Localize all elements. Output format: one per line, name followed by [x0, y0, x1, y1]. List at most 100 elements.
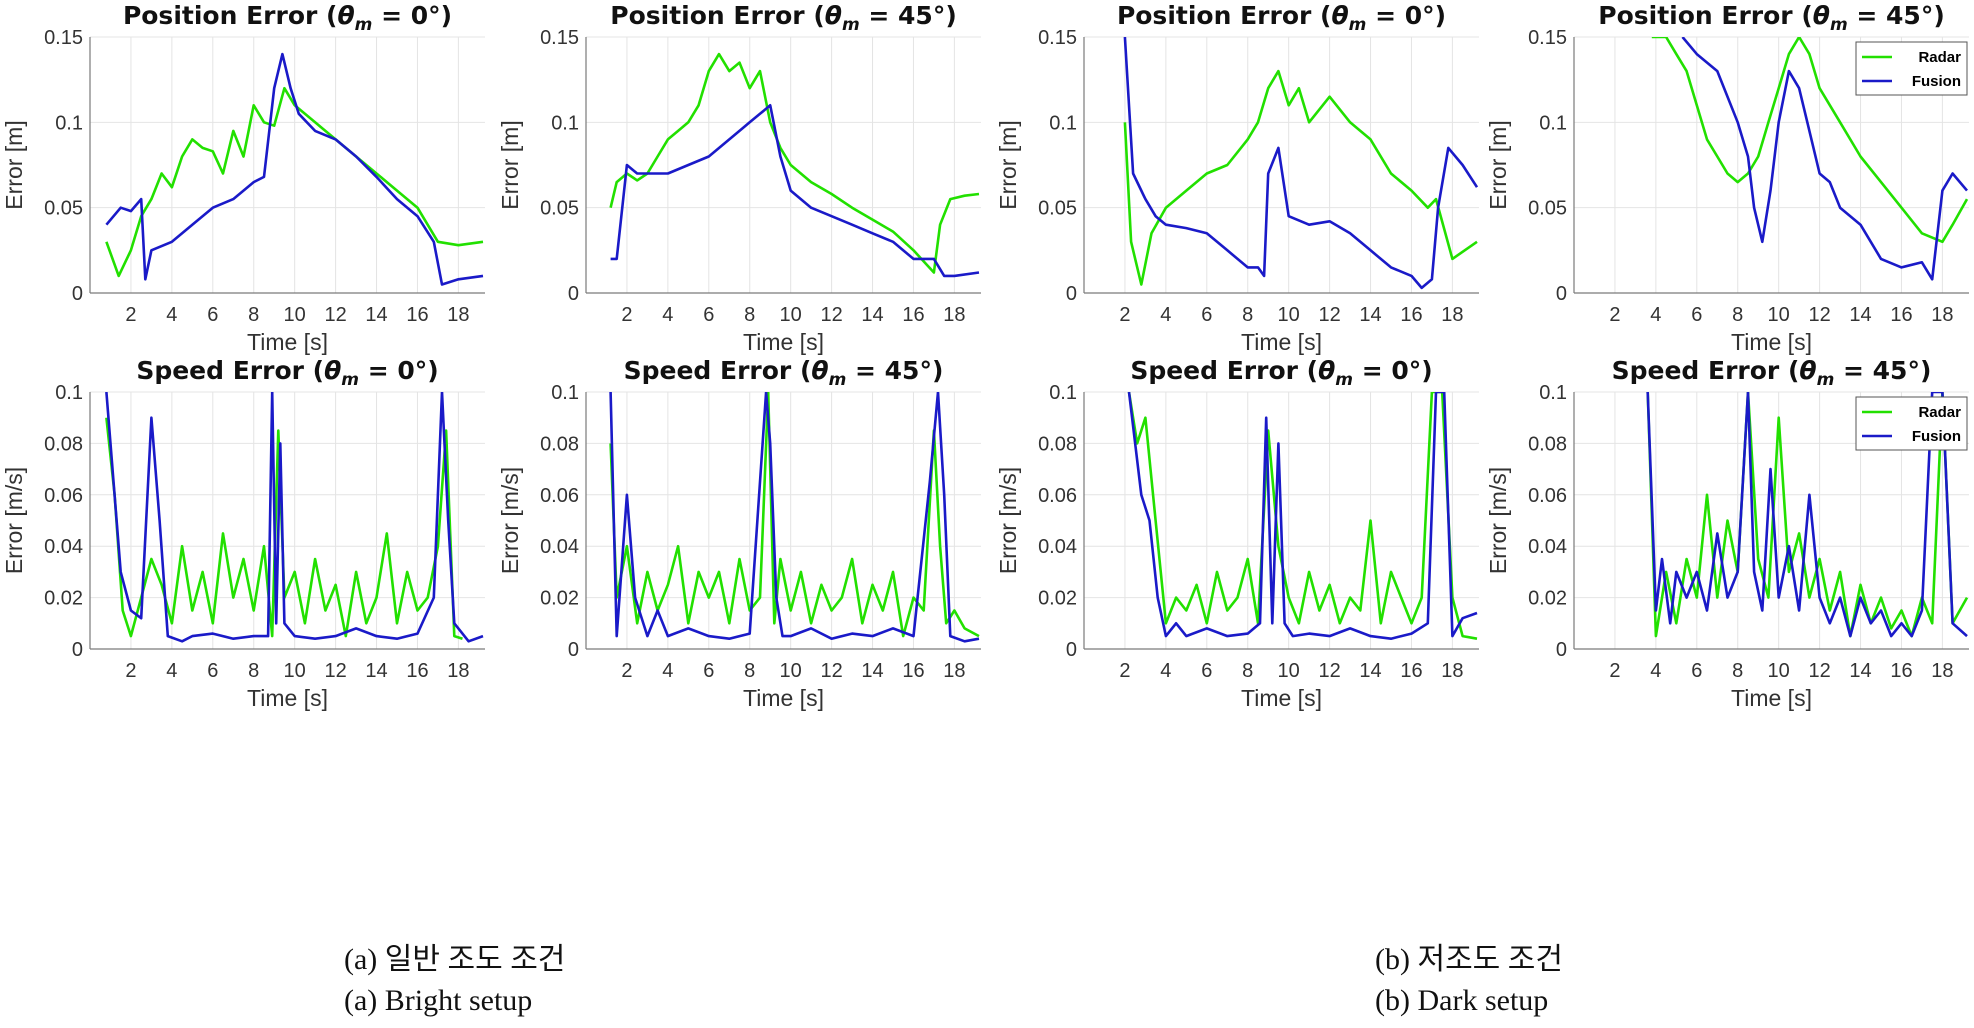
legend: Radar Fusion — [1855, 41, 1968, 96]
title-subscript: m — [355, 15, 373, 35]
x-tick-label: 2 — [621, 304, 632, 326]
y-tick-label: 0.08 — [1038, 433, 1077, 455]
title-theta: θ — [337, 1, 354, 30]
x-tick-label: 2 — [621, 660, 632, 682]
title-suffix: = 0°) — [1353, 356, 1433, 385]
title-subscript: m — [1335, 370, 1353, 390]
y-tick-label: 0.05 — [540, 198, 579, 220]
subplot-title: Speed Error (θm = 45°) — [1612, 356, 1932, 390]
title-suffix: = 45°) — [846, 356, 943, 385]
x-tick-label: 8 — [744, 660, 755, 682]
x-tick-label: 18 — [943, 304, 965, 326]
x-tick-label: 16 — [406, 660, 428, 682]
series-line-radar — [609, 392, 980, 638]
title-subscript: m — [842, 15, 860, 35]
x-tick-label: 2 — [1119, 660, 1130, 682]
subplot-position-bright-45deg: 2 4 6 8 10 12 14 16 18 0 0.05 0.1 0.15 Time [s] Error … — [497, 1, 981, 355]
x-tick-label: 12 — [820, 660, 842, 682]
x-tick-label: 10 — [780, 660, 802, 682]
subplot-speed-dark-0deg: 2 4 6 8 10 12 14 16 18 0 0.02 0.04 0.06 0.08 0.1 Time [… — [995, 356, 1479, 711]
caption-dark-english: (b) Dark setup — [1375, 984, 1549, 1017]
x-tick-label: 18 — [1931, 304, 1953, 326]
x-axis-label: Time [s] — [1731, 329, 1812, 355]
x-axis-label: Time [s] — [743, 329, 824, 355]
title-theta: θ — [1331, 1, 1348, 30]
title-theta: θ — [811, 356, 828, 385]
series-line-fusion — [105, 52, 484, 286]
y-axis-label: Error [m/s] — [1485, 467, 1511, 574]
x-tick-label: 6 — [703, 660, 714, 682]
y-tick-label: 0 — [1556, 639, 1567, 661]
series-line-radar — [1123, 69, 1478, 286]
x-tick-label: 10 — [1278, 304, 1300, 326]
x-tick-label: 14 — [1359, 304, 1381, 326]
x-tick-label: 14 — [861, 304, 883, 326]
subplot-title: Position Error (θm = 0°) — [1117, 1, 1446, 35]
series-line-fusion — [105, 392, 484, 643]
x-tick-label: 10 — [780, 304, 802, 326]
y-tick-label: 0.06 — [540, 485, 579, 507]
x-tick-label: 16 — [1400, 304, 1422, 326]
y-tick-label: 0.15 — [1528, 27, 1567, 49]
x-tick-label: 12 — [324, 660, 346, 682]
x-tick-label: 16 — [406, 304, 428, 326]
x-tick-label: 12 — [1318, 660, 1340, 682]
subplot-title: Speed Error (θm = 0°) — [136, 356, 438, 390]
x-tick-label: 14 — [365, 660, 387, 682]
x-tick-label: 6 — [1201, 304, 1212, 326]
x-axis-label: Time [s] — [743, 685, 824, 711]
y-tick-label: 0 — [568, 283, 579, 305]
y-tick-label: 0 — [1066, 283, 1077, 305]
legend-box — [1855, 396, 1968, 451]
x-tick-label: 18 — [447, 304, 469, 326]
y-tick-label: 0.04 — [1528, 536, 1567, 558]
y-tick-label: 0.02 — [1528, 588, 1567, 610]
title-subscript: m — [341, 370, 359, 390]
x-tick-label: 4 — [1160, 660, 1171, 682]
x-tick-label: 14 — [1849, 660, 1871, 682]
y-axis-label: Error [m] — [995, 120, 1021, 209]
x-tick-label: 4 — [166, 304, 177, 326]
series-line-fusion — [1646, 392, 1968, 638]
x-tick-label: 6 — [1691, 304, 1702, 326]
x-tick-label: 10 — [284, 660, 306, 682]
x-tick-label: 2 — [125, 304, 136, 326]
y-tick-label: 0 — [568, 639, 579, 661]
caption-bright-korean: (a) 일반 조도 조건 — [344, 943, 566, 976]
y-tick-label: 0.1 — [551, 112, 579, 134]
x-tick-label: 16 — [1890, 660, 1912, 682]
title-suffix: = 0°) — [359, 356, 439, 385]
series-line-radar — [1651, 37, 1969, 244]
x-tick-label: 8 — [1242, 660, 1253, 682]
x-tick-label: 12 — [820, 304, 842, 326]
x-tick-label: 12 — [1808, 660, 1830, 682]
title-theta: θ — [324, 356, 341, 385]
series-line-radar — [105, 86, 484, 278]
subplot-speed-bright-0deg: 2 4 6 8 10 12 14 16 18 0 0.02 0.04 0.06 0.08 0.1 Time [… — [1, 356, 485, 711]
x-tick-label: 6 — [1201, 660, 1212, 682]
subplot-speed-dark-45deg: 2 4 6 8 10 12 14 16 18 0 0.02 0.04 0.06 0.08 0.1 Time [… — [1485, 356, 1969, 711]
y-tick-label: 0.04 — [44, 536, 83, 558]
x-tick-label: 8 — [1732, 660, 1743, 682]
x-axis-label: Time [s] — [247, 685, 328, 711]
title-prefix: Position Error ( — [610, 1, 825, 30]
x-tick-label: 4 — [1650, 660, 1661, 682]
series-line-fusion — [1681, 37, 1968, 281]
caption-bright-english: (a) Bright setup — [344, 984, 533, 1017]
title-prefix: Speed Error ( — [624, 356, 812, 385]
x-tick-label: 12 — [1318, 304, 1340, 326]
x-tick-label: 16 — [1890, 304, 1912, 326]
title-prefix: Position Error ( — [1117, 1, 1332, 30]
x-tick-label: 8 — [744, 304, 755, 326]
legend-label-fusion: Fusion — [1912, 73, 1961, 90]
title-prefix: Speed Error ( — [1130, 356, 1318, 385]
y-tick-label: 0.02 — [44, 588, 83, 610]
y-tick-label: 0.05 — [1038, 198, 1077, 220]
title-suffix: = 45°) — [1848, 1, 1945, 30]
x-tick-label: 8 — [1242, 304, 1253, 326]
subplot-title: Position Error (θm = 45°) — [1598, 1, 1945, 35]
y-tick-label: 0.15 — [44, 27, 83, 49]
series-line-radar — [609, 52, 980, 274]
x-tick-label: 6 — [207, 660, 218, 682]
y-tick-label: 0.04 — [1038, 536, 1077, 558]
